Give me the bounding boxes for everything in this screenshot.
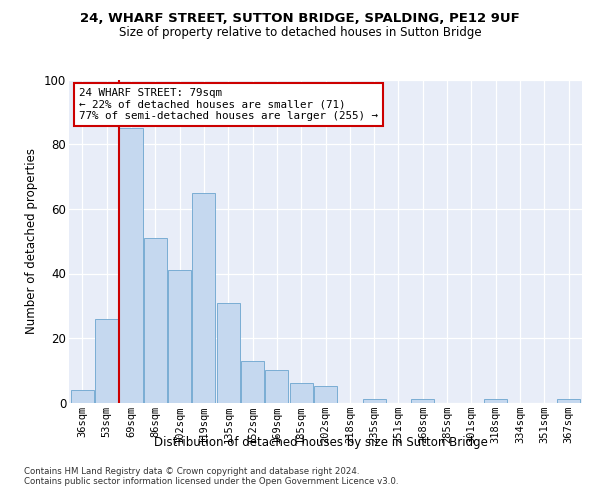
Bar [217,302,240,402]
Bar [265,370,289,402]
Text: Contains HM Land Registry data © Crown copyright and database right 2024.: Contains HM Land Registry data © Crown c… [24,467,359,476]
Text: Contains public sector information licensed under the Open Government Licence v3: Contains public sector information licen… [24,477,398,486]
Text: 24, WHARF STREET, SUTTON BRIDGE, SPALDING, PE12 9UF: 24, WHARF STREET, SUTTON BRIDGE, SPALDIN… [80,12,520,26]
Bar [193,193,215,402]
Text: 24 WHARF STREET: 79sqm
← 22% of detached houses are smaller (71)
77% of semi-det: 24 WHARF STREET: 79sqm ← 22% of detached… [79,88,378,122]
Bar [241,360,264,403]
Bar [95,318,118,402]
Bar [362,400,386,402]
Bar [290,383,313,402]
Bar [71,390,94,402]
Bar [168,270,191,402]
Text: Size of property relative to detached houses in Sutton Bridge: Size of property relative to detached ho… [119,26,481,39]
Bar [119,128,143,402]
Bar [144,238,167,402]
Bar [411,400,434,402]
Bar [314,386,337,402]
Text: Distribution of detached houses by size in Sutton Bridge: Distribution of detached houses by size … [154,436,488,449]
Bar [484,400,507,402]
Bar [557,400,580,402]
Y-axis label: Number of detached properties: Number of detached properties [25,148,38,334]
